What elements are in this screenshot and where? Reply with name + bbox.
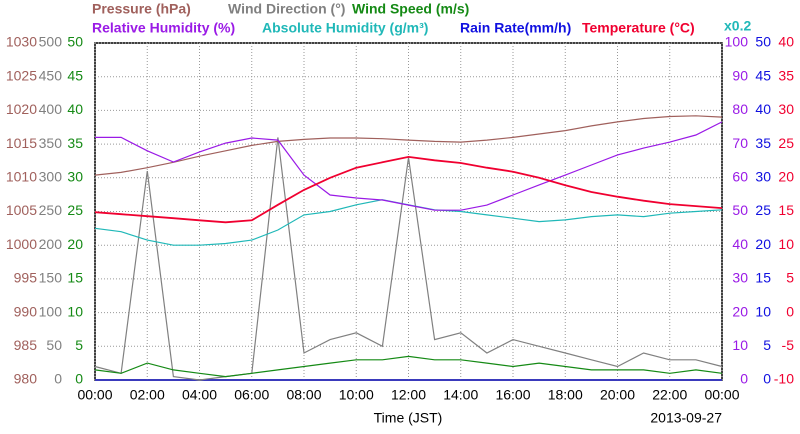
y-tick-label: 5: [763, 337, 771, 353]
y-tick-label: 40: [732, 236, 748, 252]
y-tick-label: 5: [786, 270, 794, 286]
y-tick-label: 0: [763, 371, 771, 387]
x-tick-label: 10:00: [339, 387, 374, 403]
y-tick-label: 1030: [6, 34, 37, 50]
x-tick-label: 14:00: [443, 387, 478, 403]
legend-entry: Rain Rate(mm/h): [460, 20, 571, 36]
y-tick-label: 400: [39, 101, 63, 117]
y-tick-label: 25: [778, 135, 794, 151]
legend-entry: Temperature (°C): [582, 20, 695, 36]
y-tick-label: 35: [755, 135, 771, 151]
x-tick-label: 12:00: [391, 387, 426, 403]
scale-label: x0.2: [724, 18, 751, 34]
y-tick-label: 0: [786, 303, 794, 319]
y-tick-label: 450: [39, 67, 63, 83]
y-tick-label: 50: [46, 337, 62, 353]
y-tick-label: 5: [75, 337, 83, 353]
y-tick-label: 30: [732, 270, 748, 286]
y-tick-label: 100: [39, 303, 63, 319]
y-tick-label: 1000: [6, 236, 37, 252]
x-tick-label: 00:00: [704, 387, 739, 403]
y-tick-label: 20: [67, 236, 83, 252]
y-tick-label: 45: [67, 67, 83, 83]
y-tick-label: 1025: [6, 67, 37, 83]
y-tick-label: 30: [778, 101, 794, 117]
y-tick-label: 20: [778, 169, 794, 185]
y-tick-label: 25: [755, 202, 771, 218]
y-tick-label: 20: [732, 303, 748, 319]
y-tick-label: 80: [732, 101, 748, 117]
y-tick-label: 35: [778, 67, 794, 83]
y-tick-label: 10: [778, 236, 794, 252]
y-tick-label: 100: [725, 34, 749, 50]
y-tick-label: 0: [54, 371, 62, 387]
y-tick-label: 25: [67, 202, 83, 218]
y-tick-label: 70: [732, 135, 748, 151]
y-tick-label: 250: [39, 202, 63, 218]
y-tick-label: 60: [732, 169, 748, 185]
y-tick-label: 40: [67, 101, 83, 117]
y-tick-label: 995: [14, 270, 38, 286]
y-tick-label: 350: [39, 135, 63, 151]
x-tick-label: 18:00: [548, 387, 583, 403]
x-tick-label: 04:00: [182, 387, 217, 403]
series-line: [94, 355, 723, 378]
legend-entry: Relative Humidity (%): [92, 20, 235, 36]
y-tick-label: 1015: [6, 135, 37, 151]
x-tick-label: 08:00: [286, 387, 321, 403]
y-tick-label: 1010: [6, 169, 37, 185]
y-tick-label: -5: [782, 337, 795, 353]
legend-entry: Pressure (hPa): [92, 1, 191, 17]
y-tick-label: 50: [732, 202, 748, 218]
x-tick-label: 00:00: [77, 387, 112, 403]
y-tick-label: 50: [755, 34, 771, 50]
y-tick-label: 1020: [6, 101, 37, 117]
x-tick-label: 16:00: [495, 387, 530, 403]
x-tick-label: 06:00: [234, 387, 269, 403]
y-tick-label: 30: [755, 169, 771, 185]
y-tick-label: 1005: [6, 202, 37, 218]
x-tick-label: 02:00: [130, 387, 165, 403]
y-tick-label: 10: [755, 303, 771, 319]
legend-entry: Wind Speed (m/s): [352, 1, 469, 17]
y-tick-label: 985: [14, 337, 38, 353]
y-tick-label: 500: [39, 34, 63, 50]
legend-entry: Wind Direction (°): [228, 1, 345, 17]
y-tick-label: 10: [732, 337, 748, 353]
x-tick-label: 20:00: [600, 387, 635, 403]
y-tick-label: 40: [778, 34, 794, 50]
x-tick-label: 22:00: [652, 387, 687, 403]
y-tick-label: 15: [755, 270, 771, 286]
y-tick-label: 20: [755, 236, 771, 252]
y-tick-label: 980: [14, 371, 38, 387]
y-tick-label: 0: [75, 371, 83, 387]
x-axis-label: Time (JST): [374, 410, 443, 426]
y-tick-label: -10: [774, 371, 794, 387]
date-label: 2013-09-27: [650, 410, 722, 426]
y-tick-label: 15: [778, 202, 794, 218]
y-tick-label: 150: [39, 270, 63, 286]
y-tick-label: 45: [755, 67, 771, 83]
series-line: [94, 115, 723, 176]
y-tick-label: 35: [67, 135, 83, 151]
y-tick-label: 40: [755, 101, 771, 117]
y-tick-label: 30: [67, 169, 83, 185]
y-tick-label: 990: [14, 303, 38, 319]
legend-entry: Absolute Humidity (g/m³): [262, 20, 428, 36]
y-tick-label: 15: [67, 270, 83, 286]
y-tick-label: 50: [67, 34, 83, 50]
series-line: [94, 155, 723, 224]
y-tick-label: 300: [39, 169, 63, 185]
y-tick-label: 10: [67, 303, 83, 319]
y-tick-label: 200: [39, 236, 63, 252]
y-tick-label: 0: [740, 371, 748, 387]
y-tick-label: 90: [732, 67, 748, 83]
series-line: [95, 121, 723, 211]
